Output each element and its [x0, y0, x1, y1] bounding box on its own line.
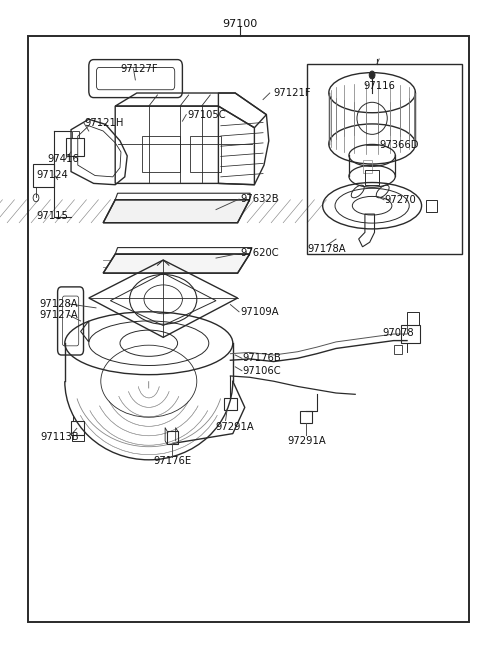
Bar	[224, 398, 237, 410]
Text: 97100: 97100	[222, 18, 258, 29]
Text: 97116: 97116	[363, 81, 395, 92]
Bar	[401, 325, 420, 343]
Text: 97105C: 97105C	[187, 109, 226, 120]
Circle shape	[369, 71, 375, 79]
Bar	[300, 411, 312, 423]
Text: 97176E: 97176E	[154, 456, 192, 466]
Text: 97109A: 97109A	[240, 307, 278, 317]
Bar	[190, 136, 221, 172]
Bar	[66, 138, 84, 156]
Bar	[33, 164, 54, 187]
Text: 97176B: 97176B	[242, 353, 281, 364]
Text: 97128A: 97128A	[40, 299, 78, 309]
Bar	[167, 431, 178, 444]
Bar	[426, 200, 437, 212]
Text: 97416: 97416	[47, 154, 79, 164]
Text: 97127F: 97127F	[120, 64, 158, 74]
Text: 97106C: 97106C	[242, 365, 281, 376]
Bar	[394, 345, 402, 354]
Text: 97620C: 97620C	[240, 248, 278, 259]
Bar	[72, 435, 84, 441]
Text: 97178A: 97178A	[307, 244, 346, 254]
Text: 97291A: 97291A	[288, 436, 326, 447]
Polygon shape	[103, 254, 250, 273]
Text: 97291A: 97291A	[216, 422, 254, 432]
Polygon shape	[103, 200, 250, 223]
Text: 97270: 97270	[384, 195, 416, 205]
Bar	[365, 170, 379, 185]
Bar	[142, 136, 180, 172]
Text: 97366D: 97366D	[379, 140, 419, 151]
Text: 97113B: 97113B	[41, 432, 79, 442]
Text: 97632B: 97632B	[240, 194, 278, 204]
Text: 97115: 97115	[36, 211, 68, 221]
Bar	[407, 312, 419, 325]
Text: 97078: 97078	[383, 328, 414, 338]
Bar	[71, 421, 84, 435]
Bar	[28, 36, 469, 622]
Bar	[72, 131, 79, 138]
Bar	[307, 64, 462, 254]
Text: 97121H: 97121H	[84, 118, 123, 128]
Text: 97121F: 97121F	[274, 88, 311, 98]
Text: 97124: 97124	[36, 170, 68, 180]
Bar	[363, 160, 372, 173]
Text: 97127A: 97127A	[40, 310, 79, 320]
